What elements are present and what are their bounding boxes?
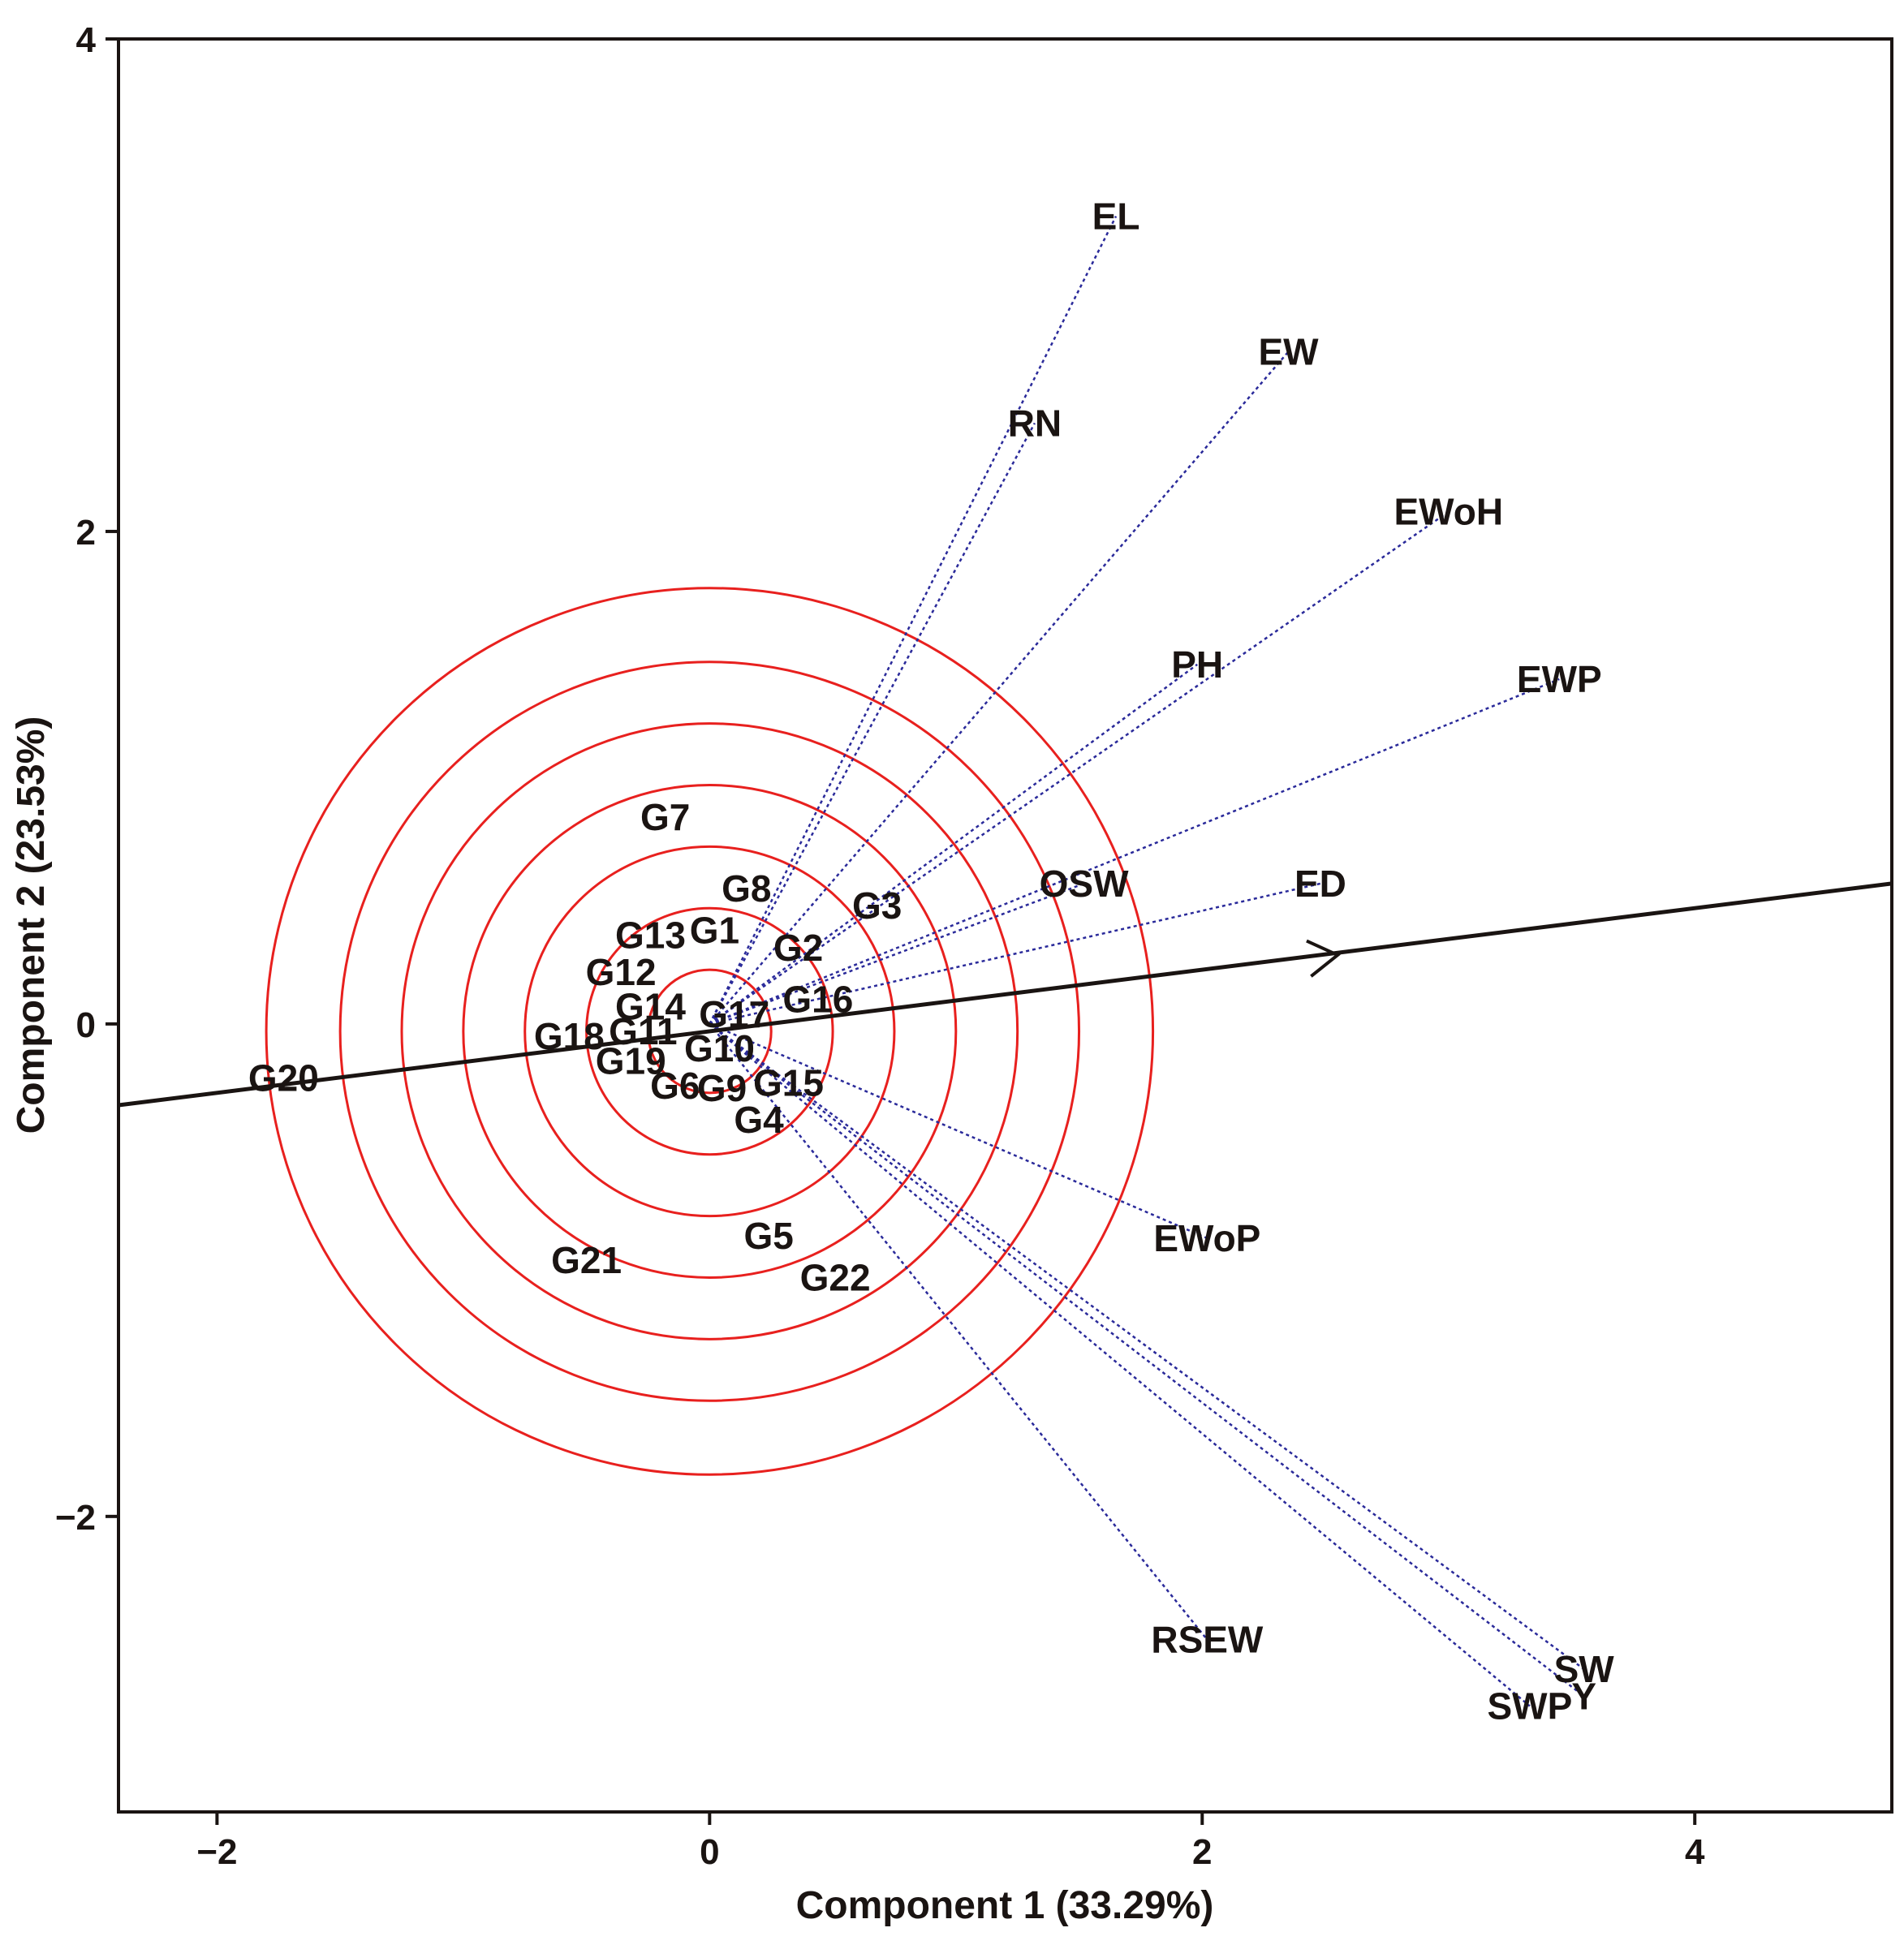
trait-vector-osw: [709, 882, 1085, 1026]
trait-vector-ew: [709, 351, 1290, 1025]
plot-frame: [117, 37, 1893, 1814]
genotype-label-g8: G8: [722, 867, 771, 910]
genotype-label-g17: G17: [699, 993, 769, 1035]
genotype-label-g13: G13: [615, 914, 686, 957]
trait-label-ewop: EWoP: [1153, 1217, 1260, 1259]
genotype-label-g2: G2: [773, 927, 823, 969]
trait-vector-rsew: [709, 1023, 1208, 1641]
genotype-label-g7: G7: [640, 796, 690, 838]
trait-vector-y: [709, 1022, 1585, 1698]
trait-vector-sw: [709, 1022, 1585, 1670]
genotype-label-g11: G11: [609, 1010, 677, 1052]
trait-label-ed: ED: [1294, 863, 1346, 905]
ideal-circle-1: [646, 968, 773, 1095]
genotype-label-g16: G16: [782, 979, 853, 1021]
trait-vector-ed: [709, 882, 1321, 1026]
genotype-label-g5: G5: [743, 1215, 793, 1257]
genotype-label-g1: G1: [690, 910, 739, 952]
trait-label-ph: PH: [1171, 643, 1223, 686]
y-axis-title: Component 2 (23.53%): [10, 716, 53, 1134]
trait-label-osw: OSW: [1040, 863, 1129, 905]
trait-label-rn: RN: [1008, 402, 1062, 444]
y-tick-label-2: 0: [76, 1005, 96, 1045]
trait-vector-swp: [709, 1022, 1531, 1707]
trait-label-ewp: EWP: [1517, 658, 1602, 700]
x-tick-label-1: −2: [196, 1832, 237, 1872]
trait-vector-el: [709, 215, 1118, 1025]
genotype-label-g9: G9: [697, 1067, 747, 1109]
x-tick-label-3: 2: [1192, 1832, 1212, 1872]
genotype-label-g18: G18: [534, 1015, 605, 1057]
x-tick-label-4: 4: [1685, 1832, 1705, 1872]
axis-arrowhead: [1306, 939, 1341, 978]
ideal-circle-2: [585, 906, 834, 1156]
x-axis-title: Component 1 (33.29%): [796, 1884, 1214, 1927]
ideal-circle-5: [400, 722, 1019, 1340]
genotype-label-g10: G10: [684, 1027, 755, 1069]
trait-label-el: EL: [1092, 196, 1140, 238]
y-tick-label-4: 4: [76, 20, 97, 60]
genotype-label-g14: G14: [615, 986, 686, 1028]
genotype-label-g4: G4: [734, 1099, 784, 1141]
x-tick-label-2: 0: [700, 1832, 719, 1872]
genotype-label-g20: G20: [248, 1057, 319, 1099]
trait-vector-rn: [709, 422, 1036, 1025]
average-environment-axis: [118, 881, 1892, 1108]
trait-label-ew: EW: [1258, 330, 1319, 372]
trait-label-ewoh: EWoH: [1394, 491, 1503, 533]
genotype-label-g19: G19: [596, 1039, 666, 1082]
genotype-label-g6: G6: [650, 1065, 700, 1107]
ideal-circle-3: [523, 845, 896, 1218]
genotype-label-g21: G21: [551, 1239, 622, 1281]
trait-vector-ewop: [709, 1022, 1208, 1240]
ideal-circle-6: [338, 661, 1081, 1402]
trait-vector-ewp: [709, 678, 1560, 1026]
trait-vector-ewoh: [709, 510, 1450, 1025]
trait-label-rsew: RSEW: [1151, 1619, 1264, 1661]
ideal-circle-4: [462, 784, 958, 1279]
trait-label-sw: SW: [1554, 1648, 1615, 1690]
ideal-circle-7: [265, 587, 1155, 1476]
y-tick-label-3: 2: [76, 513, 96, 553]
genotype-label-g22: G22: [800, 1256, 871, 1298]
genotype-label-g15: G15: [753, 1062, 824, 1104]
trait-label-swp: SWP: [1488, 1685, 1573, 1728]
genotype-label-g3: G3: [852, 884, 902, 927]
trait-label-y: Y: [1571, 1675, 1596, 1717]
y-tick-label-1: −2: [55, 1498, 96, 1538]
genotype-label-g12: G12: [586, 951, 657, 993]
